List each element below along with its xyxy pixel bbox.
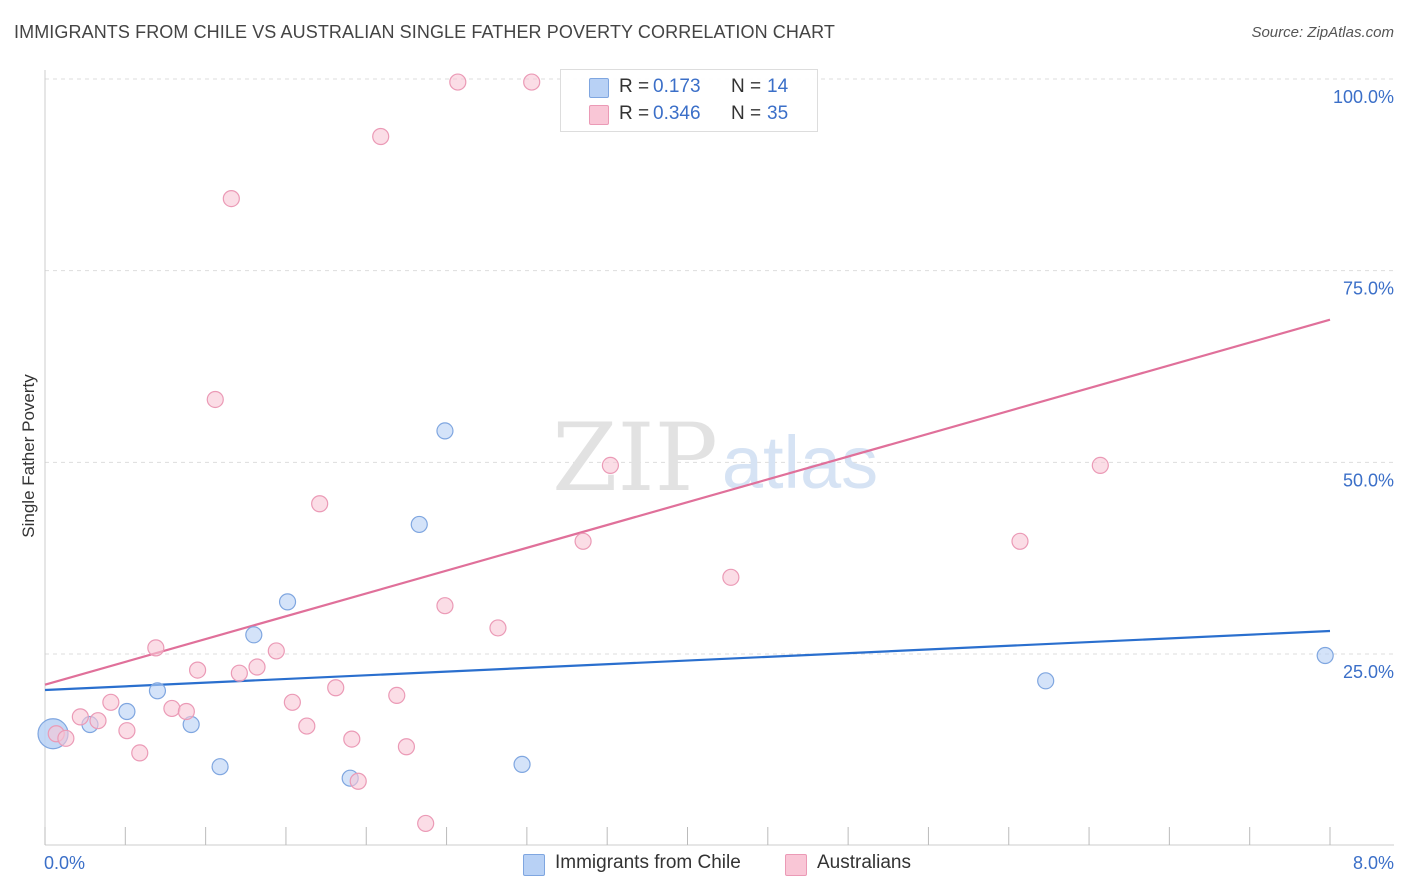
point-australians xyxy=(222,190,240,208)
series-label-chile: Immigrants from Chile xyxy=(555,852,741,873)
data-points xyxy=(37,73,1334,833)
legend-swatch-chile xyxy=(589,78,609,98)
legend-swatch-australians xyxy=(589,105,609,125)
point-australians xyxy=(267,642,285,660)
point-australians xyxy=(449,73,467,91)
zipatlas-watermark: ZIP atlas xyxy=(552,404,878,513)
point-australians xyxy=(283,693,301,711)
point-australians xyxy=(206,390,224,409)
point-australians xyxy=(349,772,367,790)
x-tick-label-left: 0.0% xyxy=(44,853,85,873)
legend-r-value: 0.173 xyxy=(653,76,701,97)
point-chile xyxy=(410,515,428,534)
point-australians xyxy=(436,597,454,615)
point-australians xyxy=(163,699,181,718)
point-australians xyxy=(574,532,592,550)
y-tick-label: 25.0% xyxy=(1343,662,1394,682)
trendlines xyxy=(44,318,1331,692)
point-australians xyxy=(147,639,165,657)
correlation-legend: R = 0.173 N = 14 R = 0.346 N = 35 xyxy=(560,69,818,132)
legend-n-value: 14 xyxy=(767,76,789,97)
series-swatch-chile xyxy=(523,854,545,876)
point-chile xyxy=(245,626,263,644)
point-chile xyxy=(513,755,531,774)
point-australians xyxy=(489,619,507,637)
legend-r-value: 0.346 xyxy=(653,103,701,124)
point-australians xyxy=(131,744,149,762)
point-chile xyxy=(148,682,167,700)
point-australians xyxy=(118,722,136,740)
trendline-chile xyxy=(44,629,1331,692)
point-chile xyxy=(436,422,454,440)
point-australians xyxy=(248,658,266,676)
point-australians xyxy=(71,708,89,726)
point-australians xyxy=(57,729,75,747)
point-australians xyxy=(417,814,435,833)
point-australians xyxy=(311,495,329,513)
point-australians xyxy=(388,686,406,705)
y-tick-labels: 25.0% 50.0% 75.0% 100.0% xyxy=(1333,87,1394,682)
point-australians xyxy=(523,73,541,91)
legend-r-label: R = xyxy=(619,76,650,97)
legend-n-value: 35 xyxy=(767,103,789,124)
point-australians xyxy=(1091,456,1109,474)
series-label-australians: Australians xyxy=(817,852,911,873)
point-australians xyxy=(102,693,120,711)
gridlines xyxy=(45,78,1394,655)
point-australians xyxy=(1011,532,1029,550)
source-label: Source: ZipAtlas.com xyxy=(1251,24,1394,41)
point-chile xyxy=(1316,646,1334,665)
y-axis-label: Single Father Poverty xyxy=(19,374,38,538)
point-chile xyxy=(211,758,229,776)
point-chile xyxy=(1037,672,1055,690)
axes xyxy=(44,70,1394,846)
series-legend: Immigrants from Chile Australians xyxy=(0,852,1406,876)
point-australians xyxy=(89,712,107,730)
legend-r-label: R = xyxy=(619,103,650,124)
point-australians xyxy=(372,127,390,146)
y-tick-label: 50.0% xyxy=(1343,470,1394,490)
trendline-australians xyxy=(44,318,1331,686)
watermark-zip: ZIP xyxy=(552,404,718,513)
x-tick-label-right: 8.0% xyxy=(1353,853,1394,873)
legend-n-label: N = xyxy=(731,103,762,124)
point-australians xyxy=(343,730,361,748)
y-tick-label: 75.0% xyxy=(1343,279,1394,299)
watermark-atlas: atlas xyxy=(722,421,878,504)
point-australians xyxy=(230,664,248,682)
point-australians xyxy=(188,661,207,679)
point-australians xyxy=(298,717,316,735)
point-australians xyxy=(327,679,345,697)
point-australians xyxy=(722,568,740,586)
series-swatch-australians xyxy=(785,854,807,876)
point-chile xyxy=(118,702,136,721)
point-australians xyxy=(601,456,620,474)
chart-title: IMMIGRANTS FROM CHILE VS AUSTRALIAN SING… xyxy=(14,22,835,42)
point-chile xyxy=(278,593,297,611)
point-australians xyxy=(397,738,416,756)
point-australians xyxy=(177,702,195,721)
legend-n-label: N = xyxy=(731,76,762,97)
y-tick-label: 100.0% xyxy=(1333,87,1394,107)
legend-row-chile: R = 0.173 N = 14 xyxy=(561,74,817,100)
legend-row-australians: R = 0.346 N = 35 xyxy=(561,101,817,127)
